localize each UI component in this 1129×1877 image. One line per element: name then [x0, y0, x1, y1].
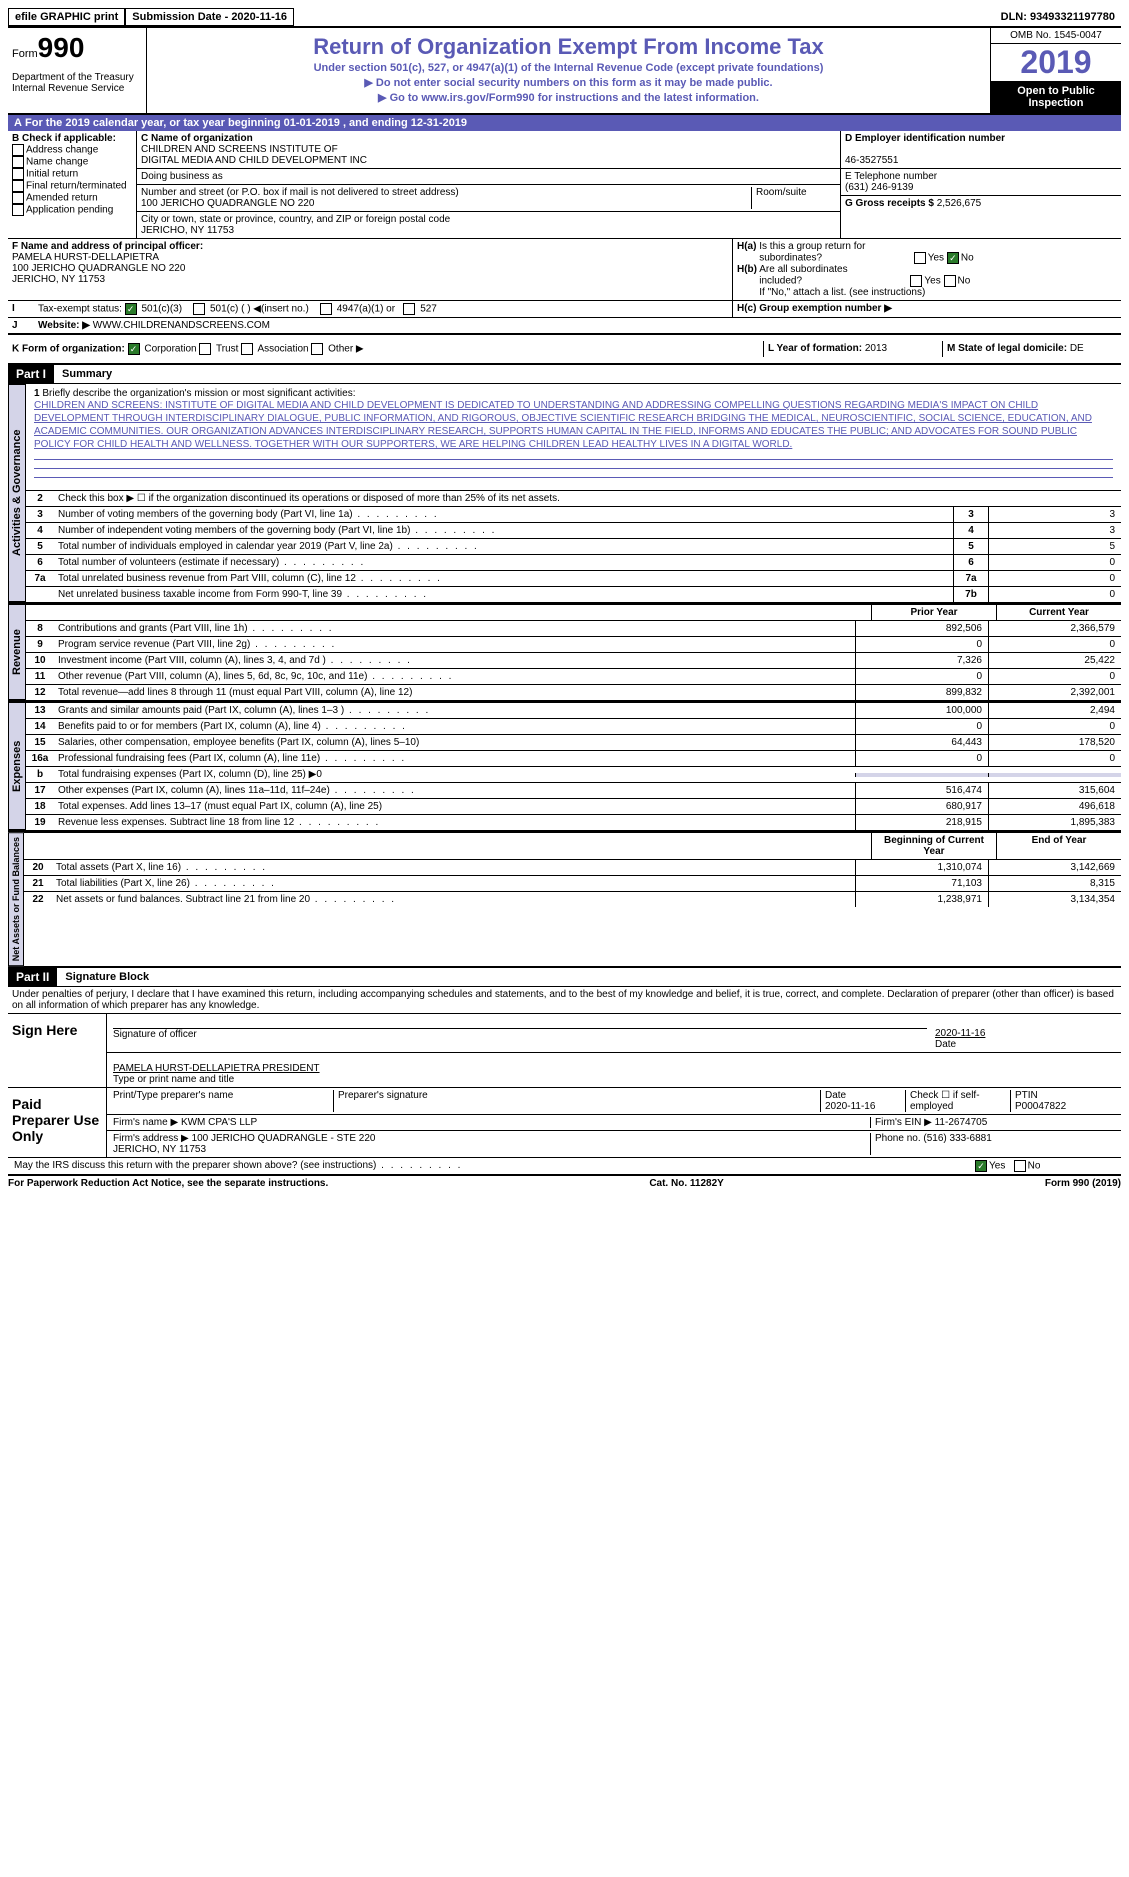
org-form-row: K Form of organization: ✓ Corporation Tr…: [8, 335, 1121, 365]
footer-right: Form 990 (2019): [1045, 1178, 1121, 1189]
box-b: B Check if applicable: Address change Na…: [8, 131, 137, 238]
vert-net: Net Assets or Fund Balances: [8, 832, 24, 966]
omb-number: OMB No. 1545-0047: [991, 28, 1121, 44]
vert-activities: Activities & Governance: [8, 384, 26, 602]
department: Department of the Treasury Internal Reve…: [12, 72, 142, 94]
vert-expenses: Expenses: [8, 702, 26, 830]
net-assets-section: Net Assets or Fund Balances Beginning of…: [8, 832, 1121, 968]
tax-year: 2019: [991, 44, 1121, 81]
footer: For Paperwork Reduction Act Notice, see …: [8, 1176, 1121, 1189]
submission-date: Submission Date - 2020-11-16: [125, 8, 294, 26]
box-right: D Employer identification number46-35275…: [841, 131, 1121, 238]
form-title: Return of Organization Exempt From Incom…: [155, 34, 982, 60]
mission-text: CHILDREN AND SCREENS: INSTITUTE OF DIGIT…: [34, 400, 1092, 450]
officer-row: F Name and address of principal officer:…: [8, 239, 1121, 301]
footer-center: Cat. No. 11282Y: [649, 1178, 723, 1189]
efile-label: efile GRAPHIC print: [8, 8, 125, 26]
note-link: ▶ Go to www.irs.gov/Form990 for instruct…: [155, 91, 982, 104]
note-ssn: ▶ Do not enter social security numbers o…: [155, 76, 982, 89]
activities-section: Activities & Governance 1 Briefly descri…: [8, 384, 1121, 604]
tax-status-row: I Tax-exempt status: ✓ 501(c)(3) 501(c) …: [8, 301, 1121, 318]
signature-block: Under penalties of perjury, I declare th…: [8, 987, 1121, 1176]
footer-left: For Paperwork Reduction Act Notice, see …: [8, 1178, 328, 1189]
irs-link[interactable]: www.irs.gov/Form990: [421, 92, 534, 104]
form-subtitle: Under section 501(c), 527, or 4947(a)(1)…: [155, 62, 982, 74]
website-row: J Website: ▶ WWW.CHILDRENANDSCREENS.COM: [8, 318, 1121, 335]
paid-preparer-label: Paid Preparer Use Only: [8, 1088, 107, 1157]
dln: DLN: 93493321197780: [995, 9, 1121, 25]
form-number: 990: [38, 32, 85, 63]
expenses-section: Expenses 13Grants and similar amounts pa…: [8, 702, 1121, 832]
open-public: Open to Public Inspection: [991, 81, 1121, 113]
part1-header: Part I Summary: [8, 365, 1121, 384]
line-a: A For the 2019 calendar year, or tax yea…: [8, 115, 1121, 131]
sign-here-label: Sign Here: [8, 1014, 107, 1087]
top-bar: efile GRAPHIC print Submission Date - 20…: [8, 8, 1121, 28]
box-c: C Name of organizationCHILDREN AND SCREE…: [137, 131, 841, 238]
form-prefix: Form: [12, 48, 38, 60]
vert-revenue: Revenue: [8, 604, 26, 700]
part2-header: Part II Signature Block: [8, 968, 1121, 987]
main-info-block: B Check if applicable: Address change Na…: [8, 131, 1121, 239]
revenue-section: Revenue Prior YearCurrent Year 8Contribu…: [8, 604, 1121, 702]
form-header: Form990 Department of the Treasury Inter…: [8, 28, 1121, 115]
